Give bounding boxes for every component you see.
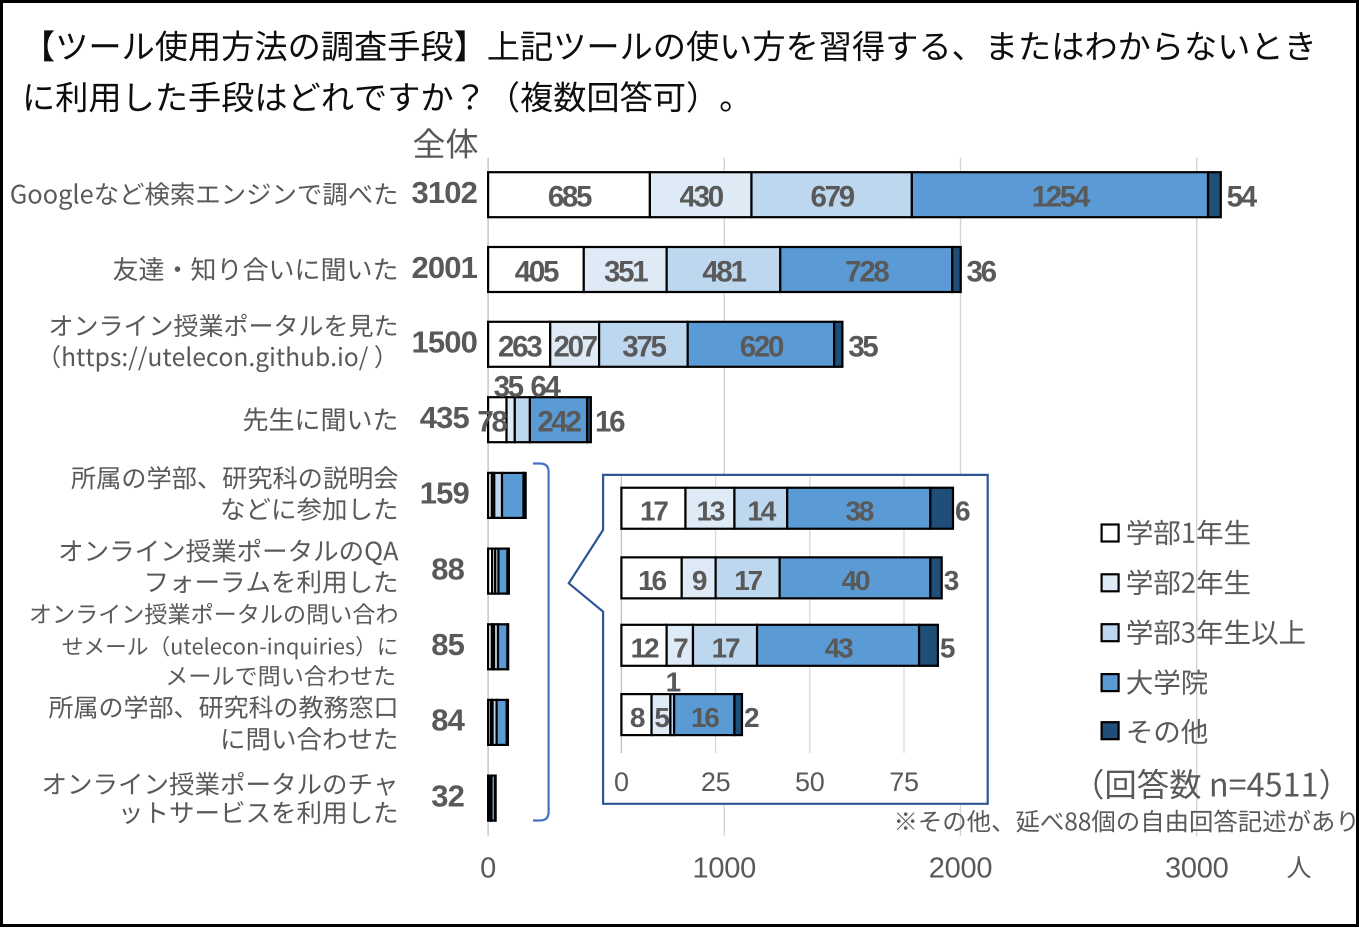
svg-text:1500: 1500 [412,325,478,360]
svg-text:351: 351 [604,256,648,289]
svg-text:9: 9 [692,565,707,596]
svg-text:75: 75 [889,767,919,797]
svg-text:1254: 1254 [1032,181,1091,214]
svg-text:17: 17 [734,565,762,596]
svg-text:375: 375 [622,330,666,363]
svg-text:8: 8 [630,702,645,733]
svg-text:620: 620 [740,330,784,363]
svg-text:43: 43 [825,633,853,664]
svg-text:35: 35 [494,371,524,404]
svg-text:16: 16 [638,565,666,596]
svg-text:0: 0 [614,767,629,797]
svg-text:16: 16 [595,406,625,439]
svg-text:50: 50 [795,767,825,797]
svg-text:685: 685 [548,181,592,214]
svg-text:88: 88 [431,551,464,586]
svg-text:14: 14 [747,496,776,527]
svg-text:405: 405 [515,256,559,289]
svg-text:17: 17 [640,496,668,527]
svg-text:12: 12 [631,633,659,664]
svg-text:430: 430 [680,181,724,214]
svg-text:159: 159 [420,476,470,511]
svg-text:38: 38 [845,496,873,527]
svg-text:54: 54 [1227,181,1258,214]
svg-text:242: 242 [537,406,581,439]
svg-text:435: 435 [420,400,470,435]
svg-text:7: 7 [673,633,688,664]
svg-text:1000: 1000 [693,853,757,885]
svg-text:1: 1 [666,667,681,698]
svg-text:2: 2 [744,702,759,733]
svg-text:5: 5 [654,702,669,733]
svg-text:13: 13 [697,496,725,527]
svg-text:36: 36 [967,256,997,289]
svg-text:3000: 3000 [1165,853,1229,885]
svg-text:16: 16 [691,702,719,733]
svg-text:5: 5 [940,633,955,664]
svg-text:263: 263 [498,330,542,363]
svg-text:32: 32 [431,778,464,813]
svg-text:85: 85 [431,627,464,662]
svg-text:40: 40 [842,565,870,596]
svg-text:78: 78 [477,406,507,439]
svg-text:207: 207 [554,330,598,363]
svg-text:0: 0 [480,853,496,885]
svg-text:35: 35 [848,330,878,363]
svg-text:3: 3 [944,565,959,596]
svg-text:17: 17 [712,633,740,664]
svg-text:728: 728 [845,256,889,289]
svg-text:2001: 2001 [412,250,478,285]
svg-text:679: 679 [811,181,855,214]
svg-text:2000: 2000 [929,853,993,885]
svg-text:84: 84 [431,703,465,738]
svg-text:25: 25 [701,767,731,797]
svg-text:6: 6 [955,496,970,527]
svg-text:3102: 3102 [412,175,478,210]
svg-text:64: 64 [530,371,561,404]
svg-text:481: 481 [702,256,746,289]
